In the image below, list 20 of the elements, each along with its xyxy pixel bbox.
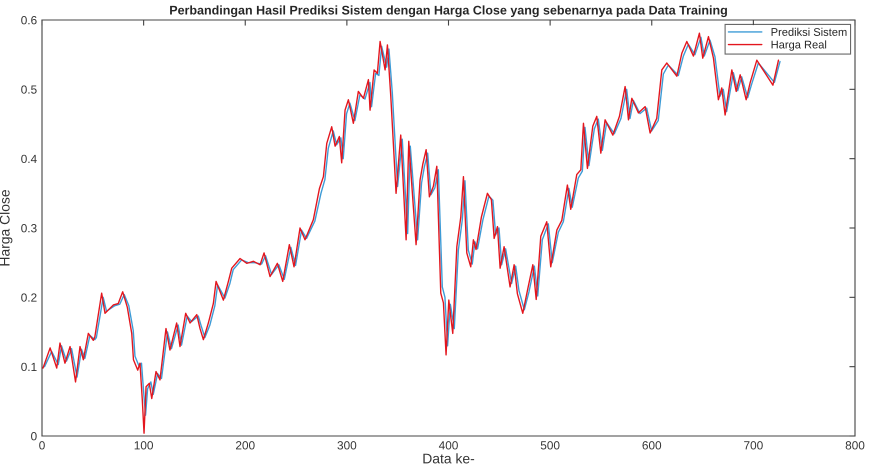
x-tick-label: 400 (438, 441, 458, 450)
legend-label: Harga Real (772, 40, 826, 51)
y-tick-label: 0.1 (21, 362, 37, 372)
x-tick-label: 0 (39, 441, 45, 450)
x-tick-label: 600 (642, 441, 662, 450)
y-tick-label: 0.2 (21, 293, 37, 302)
x-tick-label: 200 (236, 441, 255, 450)
chart-title: Perbandingan Hasil Prediksi Sistem dengan Harga Close yang sebenarnya pada Data Training (170, 5, 727, 18)
x-axis-title: Data ke- (423, 453, 474, 464)
y-tick-label: 0.6 (21, 16, 37, 24)
y-tick-label: 0.4 (21, 154, 37, 164)
y-tick-label: 0 (31, 432, 37, 440)
x-tick-label: 700 (744, 441, 763, 450)
legend-label: Prediksi Sistem (772, 28, 846, 36)
y-tick-label: 0.5 (21, 85, 37, 94)
x-tick-label: 800 (846, 441, 864, 450)
y-tick-label: 0.3 (21, 224, 37, 232)
x-tick-label: 100 (134, 441, 154, 450)
x-tick-label: 500 (540, 441, 560, 450)
x-tick-label: 300 (337, 441, 356, 450)
